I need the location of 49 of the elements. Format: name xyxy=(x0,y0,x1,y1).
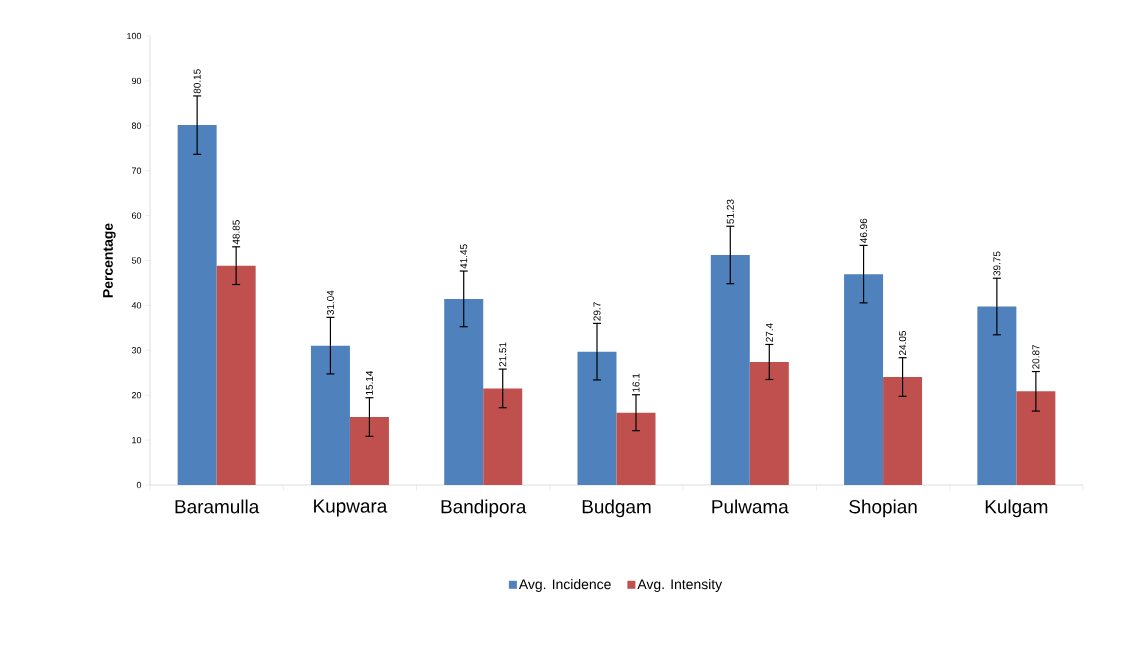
data-label: 29.7 xyxy=(593,302,601,321)
bar xyxy=(216,265,256,485)
data-label: 15.14 xyxy=(365,370,373,395)
x-tick-label: Bandipora xyxy=(441,499,527,518)
x-tick-label: Shopian xyxy=(849,499,917,518)
data-label: 31.04 xyxy=(326,290,334,315)
legend-label: Avg. Incidence xyxy=(518,578,611,592)
data-label: 21.51 xyxy=(499,342,507,367)
bar xyxy=(349,417,389,485)
legend-label: Avg. Intensity xyxy=(637,578,723,592)
bar xyxy=(749,361,789,485)
y-tick-label: 80 xyxy=(131,122,142,129)
y-tick-label: 20 xyxy=(131,392,142,399)
bar xyxy=(483,388,523,485)
bar xyxy=(577,351,617,485)
y-tick-label: 90 xyxy=(131,77,142,85)
y-tick-label: 60 xyxy=(131,212,142,219)
y-tick-label: 10 xyxy=(132,436,142,444)
x-tick-label: Budgam xyxy=(582,499,651,518)
data-label: 24.05 xyxy=(899,330,907,356)
x-tick-label: Pulwama xyxy=(712,499,789,514)
y-tick-label: 30 xyxy=(131,347,142,354)
bar xyxy=(710,254,750,485)
data-label: 16.1 xyxy=(632,373,640,392)
y-axis-title: Percentage xyxy=(103,223,116,298)
y-tick-label: 70 xyxy=(131,167,142,174)
x-tick-label: Kupwara xyxy=(314,499,388,517)
x-tick-label: Kulgam xyxy=(985,499,1048,518)
data-label: 48.85 xyxy=(232,220,240,245)
y-tick-label: 0 xyxy=(136,481,142,489)
bar xyxy=(616,412,656,485)
y-tick-label: 100 xyxy=(127,32,142,40)
data-label: 41.45 xyxy=(460,244,468,269)
data-label: 51.23 xyxy=(726,199,734,224)
data-label: 20.87 xyxy=(1032,344,1040,369)
data-label: 46.96 xyxy=(860,218,868,243)
bar xyxy=(310,345,350,485)
bar xyxy=(883,377,923,485)
data-label: 27.4 xyxy=(765,323,773,342)
bar xyxy=(1016,391,1056,485)
data-label: 80.15 xyxy=(193,69,201,94)
y-tick-label: 50 xyxy=(131,257,142,264)
bar xyxy=(177,125,217,485)
y-tick-label: 40 xyxy=(131,302,142,309)
data-label: 39.75 xyxy=(993,251,1001,276)
x-tick-label: Baramulla xyxy=(175,499,260,514)
bar xyxy=(444,298,484,485)
bar xyxy=(844,274,884,485)
bar xyxy=(977,306,1017,485)
